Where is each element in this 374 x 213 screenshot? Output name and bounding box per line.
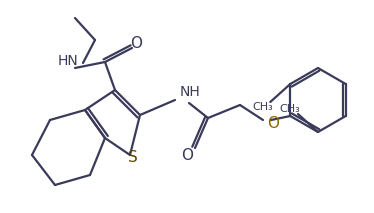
Text: S: S — [128, 150, 138, 164]
Text: CH₃: CH₃ — [252, 102, 273, 112]
Text: O: O — [267, 117, 279, 131]
Text: CH₃: CH₃ — [280, 104, 300, 114]
Text: NH: NH — [180, 85, 201, 99]
Text: O: O — [130, 36, 142, 50]
Text: HN: HN — [58, 54, 79, 68]
Text: O: O — [181, 148, 193, 164]
